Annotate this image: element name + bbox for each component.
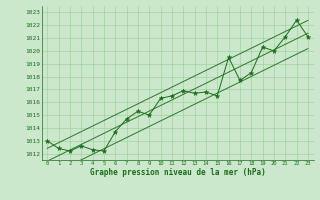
- X-axis label: Graphe pression niveau de la mer (hPa): Graphe pression niveau de la mer (hPa): [90, 168, 266, 177]
